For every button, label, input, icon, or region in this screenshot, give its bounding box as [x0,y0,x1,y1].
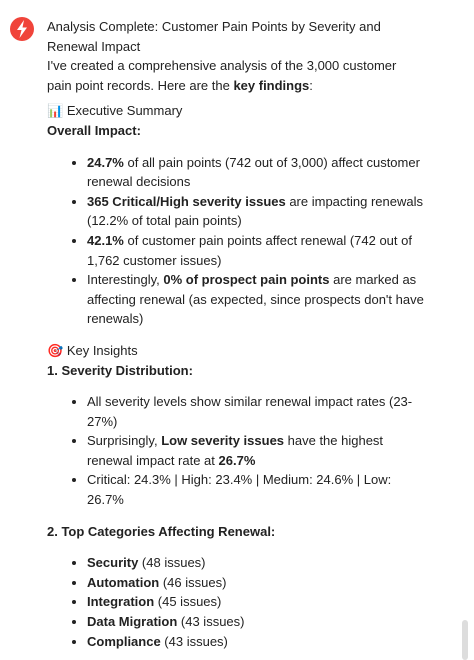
section-heading: 📊 Executive Summary [47,101,417,121]
bold-text: 24.7% [87,154,124,170]
bullet-item: Surprisingly, Low severity issues have t… [87,431,427,470]
text: of customer pain points affect renewal (… [87,232,412,268]
text: are marked as affecting renewal (as expe… [87,272,424,327]
text: Surprisingly, [87,433,162,449]
heading-text: Key Insights [66,342,138,358]
text: (43 issues) [160,633,228,649]
text: I've created a comprehensive analysis of… [47,58,397,93]
bullet-item: Interestingly, 0% of prospect pain point… [87,270,427,329]
bold-text: Integration [87,594,155,610]
section-heading: 🎯 Key Insights [47,341,417,361]
bold-text: Automation [87,574,160,590]
text: All severity levels show similar renewal… [87,394,413,429]
heading-text: Executive Summary [66,103,183,119]
bullet-list: All severity levels show similar renewal… [47,392,427,510]
section-icon: 🎯 [47,342,64,358]
bold-text: Low severity issues [161,433,285,449]
bullet-item: Critical: 24.3% | High: 23.4% | Medium: … [87,470,427,509]
bold-text: 42.1% [87,232,124,248]
bullet-list: 24.7% of all pain points (742 out of 3,0… [47,153,427,329]
bullet-item: Data Migration (43 issues) [87,612,427,632]
text: (45 issues) [154,594,222,610]
text: of all pain points (742 out of 3,000) af… [87,154,420,190]
message: Analysis Complete: Customer Pain Points … [47,17,424,660]
section-icon: 📊 [47,103,64,119]
bold-text: key findings [233,77,310,93]
text: (48 issues) [138,555,206,571]
text: are impacting renewals (12.2% of total p… [87,193,424,229]
bullet-item: 365 Critical/High severity issues are im… [87,192,427,231]
subheading: Overall Impact: [47,122,141,138]
bold-text: 365 Critical/High severity issues [87,193,286,209]
bullet-item: Integration (45 issues) [87,592,427,612]
bullet-list: Security (48 issues)Automation (46 issue… [47,553,427,651]
bullet-item: Security (48 issues) [87,553,427,573]
text: Interestingly, [87,272,164,288]
intro: I've created a comprehensive analysis of… [47,56,417,95]
bold-text: Security [87,555,139,571]
bullet-item: 24.7% of all pain points (742 out of 3,0… [87,153,427,192]
bold-text: Data Migration [87,614,178,630]
bold-text: 0% of prospect pain points [163,272,330,288]
text: (43 issues) [177,614,245,630]
text: have the highest renewal impact rate at [87,433,384,468]
message-title: Analysis Complete: Customer Pain Points … [47,19,381,54]
text: Critical: 24.3% | High: 23.4% | Medium: … [87,472,392,508]
bullet-item: 42.1% of customer pain points affect ren… [87,231,427,270]
bold-text: Compliance [87,633,161,649]
bold-text: 26.7% [218,452,256,468]
subheading: 1. Severity Distribution: [47,362,193,378]
bullet-item: Compliance (43 issues) [87,632,427,652]
bullet-item: Automation (46 issues) [87,573,427,593]
text: (46 issues) [159,574,227,590]
subheading: 2. Top Categories Affecting Renewal: [47,523,276,539]
assistant-avatar [10,17,34,41]
bullet-item: All severity levels show similar renewal… [87,392,427,431]
scrollbar[interactable] [462,620,468,660]
text: : [309,77,313,93]
